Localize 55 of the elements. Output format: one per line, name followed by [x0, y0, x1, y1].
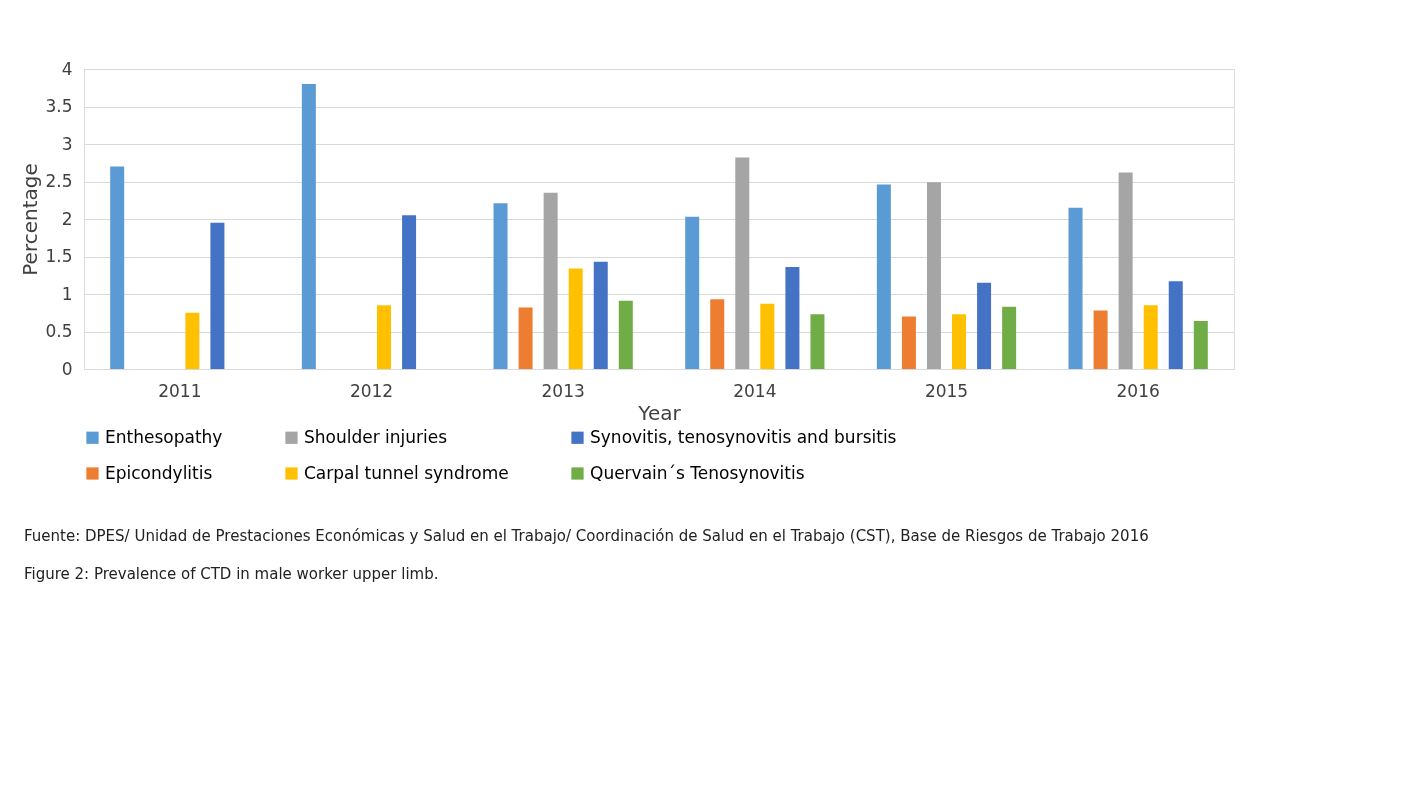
- x-tick-label: 2011: [158, 380, 202, 401]
- bar: [810, 314, 825, 369]
- y-tick-label: 1: [61, 283, 73, 304]
- y-tick-label: 4: [61, 58, 73, 79]
- legend-label: Epicondylitis: [105, 462, 213, 483]
- bar: [785, 267, 800, 369]
- y-axis-title: Percentage: [18, 163, 43, 276]
- legend-label: Synovitis, tenosynovitis and bursitis: [590, 426, 897, 447]
- y-tick-label: 3.5: [45, 96, 73, 116]
- bar: [876, 184, 891, 369]
- y-tick-label: 0.5: [45, 321, 73, 341]
- x-tick-label: 2012: [349, 380, 394, 401]
- x-axis-title: Year: [637, 400, 682, 425]
- bar: [685, 216, 700, 369]
- x-tick-label: 2013: [541, 380, 585, 401]
- y-tick-label: 2.5: [45, 171, 73, 191]
- bar: [110, 166, 125, 369]
- bar: [977, 282, 992, 369]
- legend-label: Enthesopathy: [105, 426, 223, 447]
- bar: [1193, 321, 1208, 369]
- legend-label: Carpal tunnel syndrome: [304, 462, 509, 483]
- x-tick-label: 2015: [924, 380, 969, 401]
- bar: [301, 84, 316, 369]
- bar: [518, 307, 533, 369]
- x-tick-label: 2016: [1116, 380, 1160, 401]
- bar: [735, 157, 750, 369]
- x-tick-label: 2014: [733, 380, 777, 401]
- legend-label: Quervain´s Tenosynovitis: [590, 462, 805, 483]
- bar: [1118, 172, 1133, 369]
- y-tick-label: 2: [61, 208, 73, 229]
- bar: [901, 316, 916, 369]
- y-tick-label: 3: [61, 133, 73, 154]
- bar: [185, 312, 200, 369]
- y-tick-label: 0: [61, 358, 73, 379]
- bar: [926, 182, 941, 369]
- bar: [1068, 207, 1083, 369]
- bar: [1143, 305, 1158, 369]
- bar: [593, 261, 608, 369]
- bar: [710, 299, 725, 369]
- bar: [568, 268, 583, 369]
- bar: [1002, 306, 1017, 369]
- bar: [1168, 281, 1183, 369]
- y-tick-label: 1.5: [45, 246, 73, 266]
- bar: [543, 192, 558, 369]
- source-note: Fuente: DPES/ Unidad de Prestaciones Económicas y Salud en el Trabajo/ Coordinación de Salud en el Trabajo (CST), Base de Riesgos de Trabajo 2016: [24, 527, 1149, 545]
- caption: Figure 2: Prevalence of CTD in male worker upper limb.: [24, 565, 439, 583]
- bar: [952, 314, 967, 369]
- bar: [1093, 310, 1108, 369]
- bar: [760, 303, 775, 369]
- bar: [493, 203, 508, 369]
- bar: [210, 222, 225, 369]
- legend-label: Shoulder injuries: [304, 426, 448, 447]
- bar: [402, 215, 417, 369]
- bar: [618, 300, 633, 369]
- bar: [377, 305, 392, 369]
